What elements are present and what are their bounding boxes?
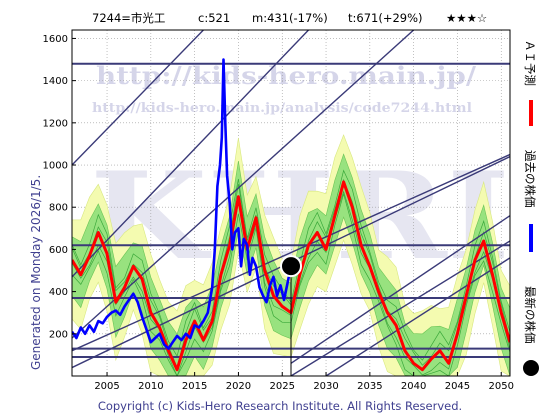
legend-forecast-label: ＡＩ予測 — [523, 40, 537, 86]
y-tick-label-3: 800 — [49, 203, 68, 214]
x-tick-label-1: 2010 — [138, 381, 163, 392]
legend-past-label: 過去の株価 — [523, 150, 537, 208]
y-tick-label-5: 1200 — [43, 118, 68, 129]
x-tick-label-6: 2035 — [357, 381, 382, 392]
x-tick-label-8: 2045 — [445, 381, 470, 392]
legend-latest-swatch — [523, 360, 539, 376]
series-past-line — [72, 58, 293, 350]
header-target: t:671(+29%) — [348, 11, 423, 25]
y-tick-label-6: 1400 — [43, 76, 68, 87]
legend-past: 過去の株価 — [523, 150, 537, 252]
x-tick-label-0: 2005 — [94, 381, 119, 392]
trend-line-3 — [72, 30, 310, 278]
x-tick-label-2: 2015 — [182, 381, 207, 392]
x-tick-label-3: 2020 — [226, 381, 251, 392]
legend: ＡＩ予測 過去の株価 最新の株価 — [523, 40, 539, 376]
trend-line-2 — [72, 30, 415, 339]
legend-latest-label: 最新の株価 — [523, 286, 537, 344]
header-min: m:431(-17%) — [252, 11, 328, 25]
y-tick-label-4: 1000 — [43, 161, 68, 172]
y-tick-label-0: 200 — [49, 329, 68, 340]
x-tick-label-9: 2050 — [489, 381, 514, 392]
header-rating: ★★★☆ — [446, 11, 487, 25]
y-axis: 200 400 600 800 1000 1200 1400 1600 — [43, 34, 76, 340]
legend-latest: 最新の株価 — [523, 286, 539, 376]
header-code: 7244=市光工 — [92, 11, 165, 25]
trend-line-11 — [290, 215, 510, 364]
forecast-band-inner — [72, 153, 510, 376]
latest-price-marker — [280, 255, 302, 278]
x-tick-label-4: 2025 — [270, 381, 295, 392]
x-tick-label-7: 2040 — [401, 381, 426, 392]
trend-line-1 — [72, 153, 510, 352]
chart-header: 7244=市光工 c:521 m:431(-17%) t:671(+29%) ★… — [92, 11, 487, 25]
y-tick-label-1: 400 — [49, 287, 68, 298]
y-tick-label-7: 1600 — [43, 34, 68, 45]
trend-line-4 — [72, 30, 204, 166]
x-axis: 2005 2010 2015 2020 2025 2030 2035 2040 2045 2050 — [94, 372, 514, 392]
copyright-footer: Copyright (c) Kids-Hero Research Institu… — [98, 399, 462, 413]
latest-marker-layer — [280, 255, 302, 376]
watermark-url-main: http://kids-hero.main.jp/ — [96, 61, 476, 90]
x-tick-label-5: 2030 — [313, 381, 338, 392]
header-current: c:521 — [198, 11, 230, 25]
y-tick-label-2: 600 — [49, 245, 68, 256]
generated-date-note: Generated on Monday 2026/1/5. — [29, 175, 43, 370]
trend-line-12 — [325, 257, 510, 376]
legend-forecast: ＡＩ予測 — [523, 40, 537, 126]
